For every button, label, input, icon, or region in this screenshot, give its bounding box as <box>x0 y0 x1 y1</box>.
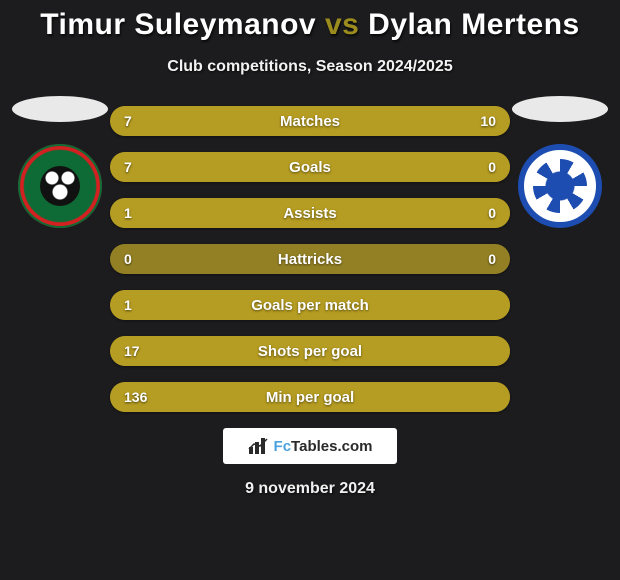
stats-chart: 710Matches 70Goals 10Assists 00Hattricks 1Go… <box>110 106 510 412</box>
bar-chart-icon <box>248 437 270 455</box>
stat-label: Assists <box>110 198 510 228</box>
player2-silhouette-icon <box>512 96 608 122</box>
stat-row: 1Goals per match <box>110 290 510 320</box>
stat-row: 70Goals <box>110 152 510 182</box>
player1-avatar-slot <box>10 96 110 228</box>
club-emblem-icon <box>533 159 587 213</box>
player1-name: Timur Suleymanov <box>40 8 316 41</box>
soccer-ball-icon <box>40 166 80 206</box>
stat-label: Min per goal <box>110 382 510 412</box>
stat-row: 10Assists <box>110 198 510 228</box>
subtitle: Club competitions, Season 2024/2025 <box>0 58 620 76</box>
page-title: Timur Suleymanov vs Dylan Mertens <box>0 0 620 42</box>
brand-suffix: Tables.com <box>291 438 372 455</box>
player1-silhouette-icon <box>12 96 108 122</box>
date-label: 9 november 2024 <box>0 480 620 498</box>
stat-label: Goals per match <box>110 290 510 320</box>
brand-prefix: Fc <box>274 438 292 455</box>
stat-label: Hattricks <box>110 244 510 274</box>
brand-text: FcTables.com <box>274 438 373 455</box>
stat-row: 136Min per goal <box>110 382 510 412</box>
stat-row: 00Hattricks <box>110 244 510 274</box>
vs-separator: vs <box>325 8 359 41</box>
stat-label: Goals <box>110 152 510 182</box>
player2-club-badge-icon <box>518 144 602 228</box>
brand-logo[interactable]: FcTables.com <box>223 428 397 464</box>
player2-name: Dylan Mertens <box>368 8 580 41</box>
stat-label: Shots per goal <box>110 336 510 366</box>
stat-label: Matches <box>110 106 510 136</box>
stat-row: 710Matches <box>110 106 510 136</box>
player2-avatar-slot <box>510 96 610 228</box>
stat-row: 17Shots per goal <box>110 336 510 366</box>
player1-club-badge-icon <box>18 144 102 228</box>
